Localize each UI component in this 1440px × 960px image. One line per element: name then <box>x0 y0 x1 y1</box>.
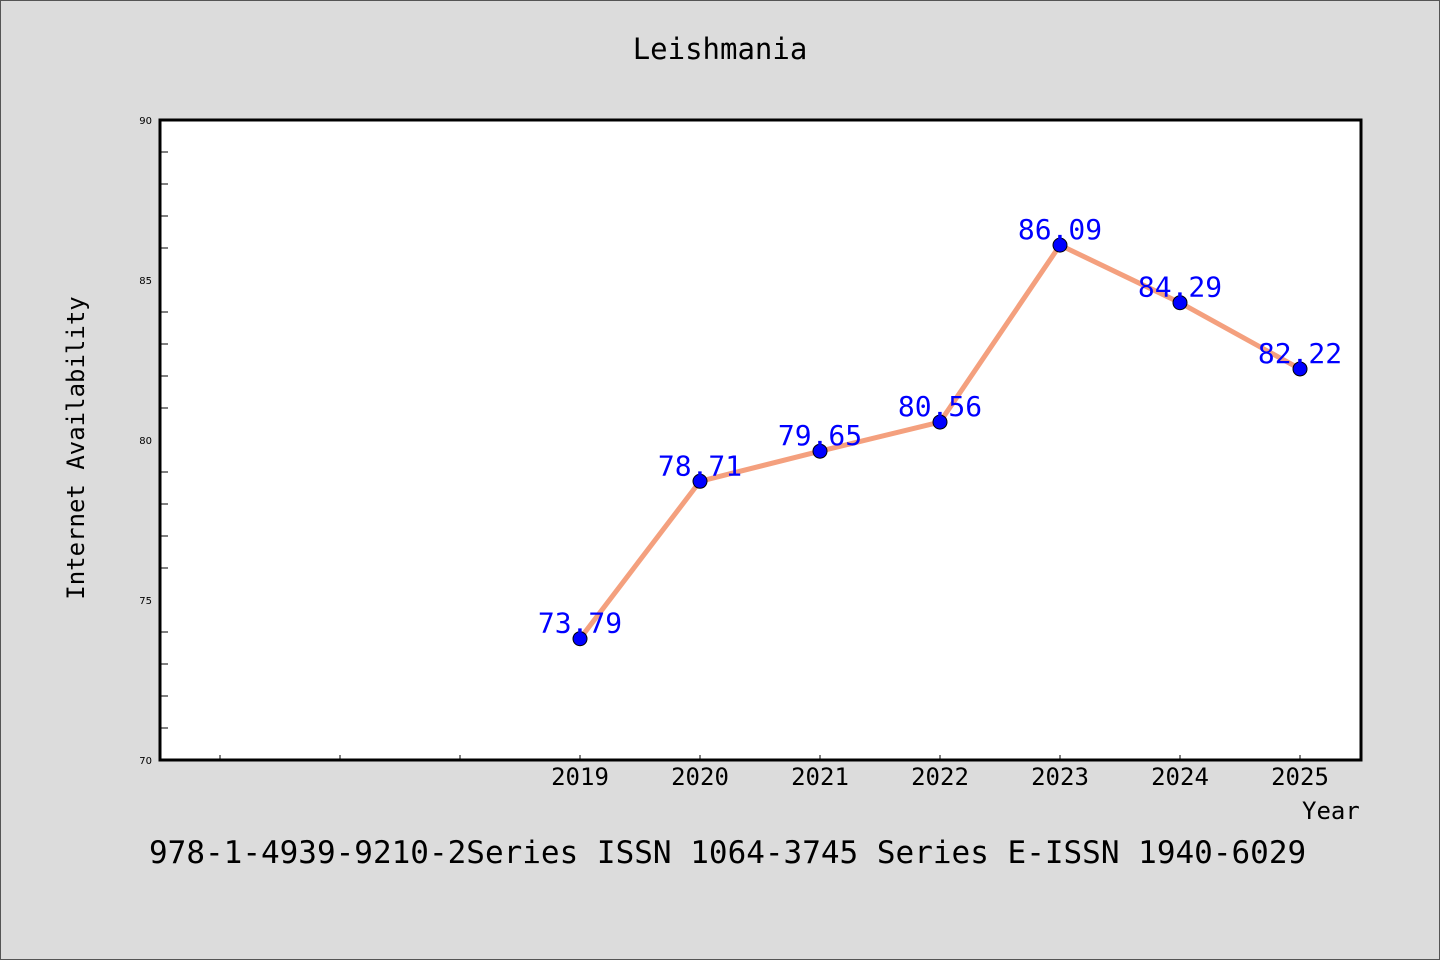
y-tick-label: 75 <box>139 596 152 607</box>
series-group: 73.79 78.71 79.65 80.56 86.09 84.29 82.22 <box>538 213 1342 647</box>
data-point <box>812 443 828 459</box>
y-tick-label: 80 <box>139 436 152 447</box>
x-tick-label: 2023 <box>1031 763 1089 791</box>
data-label: 86.09 <box>1018 213 1102 246</box>
data-label: 79.65 <box>778 419 862 452</box>
data-label: 82.22 <box>1258 337 1342 370</box>
x-axis-label: Year <box>1302 797 1360 825</box>
chart-title: Leishmania <box>632 32 808 66</box>
data-label: 80.56 <box>898 390 982 423</box>
x-tick-label: 2020 <box>671 763 729 791</box>
x-tick-label: 2022 <box>911 763 969 791</box>
data-point <box>932 414 948 430</box>
data-label: 73.79 <box>538 607 622 640</box>
y-axis-ticks: 70 75 80 85 90 <box>139 116 168 767</box>
data-point <box>1172 295 1188 311</box>
x-tick-label: 2024 <box>1151 763 1209 791</box>
x-axis-ticks: 2019 2020 2021 2022 2023 2024 2025 <box>219 755 1329 791</box>
data-point <box>572 631 588 647</box>
footer-isbn-text: 978-1-4939-9210-2Series ISSN 1064-3745 S… <box>149 835 1307 871</box>
x-tick-label: 2019 <box>551 763 609 791</box>
x-tick-label: 2021 <box>791 763 849 791</box>
plot-area <box>158 118 1363 762</box>
x-tick-label: 2025 <box>1271 763 1329 791</box>
y-tick-label: 70 <box>139 756 152 767</box>
y-tick-label: 85 <box>139 276 152 287</box>
data-label: 78.71 <box>658 449 742 482</box>
data-label: 84.29 <box>1138 271 1222 304</box>
data-point <box>1292 361 1308 377</box>
data-point <box>692 473 708 489</box>
y-tick-label: 90 <box>139 116 152 127</box>
data-point <box>1052 237 1068 253</box>
